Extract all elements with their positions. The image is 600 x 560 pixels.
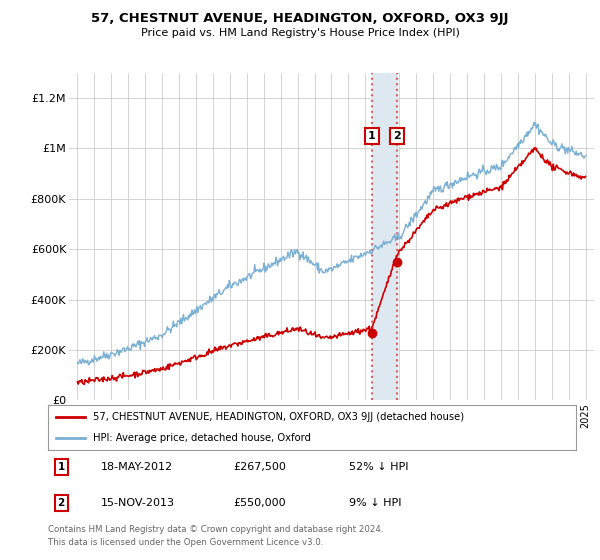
Text: £267,500: £267,500 xyxy=(233,462,286,472)
Text: 52% ↓ HPI: 52% ↓ HPI xyxy=(349,462,409,472)
Text: 15-NOV-2013: 15-NOV-2013 xyxy=(101,498,175,508)
Text: 57, CHESTNUT AVENUE, HEADINGTON, OXFORD, OX3 9JJ (detached house): 57, CHESTNUT AVENUE, HEADINGTON, OXFORD,… xyxy=(93,412,464,422)
Bar xyxy=(372,73,397,400)
Text: This data is licensed under the Open Government Licence v3.0.: This data is licensed under the Open Gov… xyxy=(48,538,323,547)
Text: HPI: Average price, detached house, Oxford: HPI: Average price, detached house, Oxfo… xyxy=(93,432,311,442)
Text: 2: 2 xyxy=(394,131,401,141)
Text: £550,000: £550,000 xyxy=(233,498,286,508)
Text: 57, CHESTNUT AVENUE, HEADINGTON, OXFORD, OX3 9JJ: 57, CHESTNUT AVENUE, HEADINGTON, OXFORD,… xyxy=(91,12,509,25)
Text: Contains HM Land Registry data © Crown copyright and database right 2024.: Contains HM Land Registry data © Crown c… xyxy=(48,525,383,534)
Text: 2: 2 xyxy=(58,498,65,508)
Text: 1: 1 xyxy=(368,131,376,141)
Text: Price paid vs. HM Land Registry's House Price Index (HPI): Price paid vs. HM Land Registry's House … xyxy=(140,28,460,38)
Text: 18-MAY-2012: 18-MAY-2012 xyxy=(101,462,173,472)
Text: 1: 1 xyxy=(58,462,65,472)
Text: 9% ↓ HPI: 9% ↓ HPI xyxy=(349,498,401,508)
